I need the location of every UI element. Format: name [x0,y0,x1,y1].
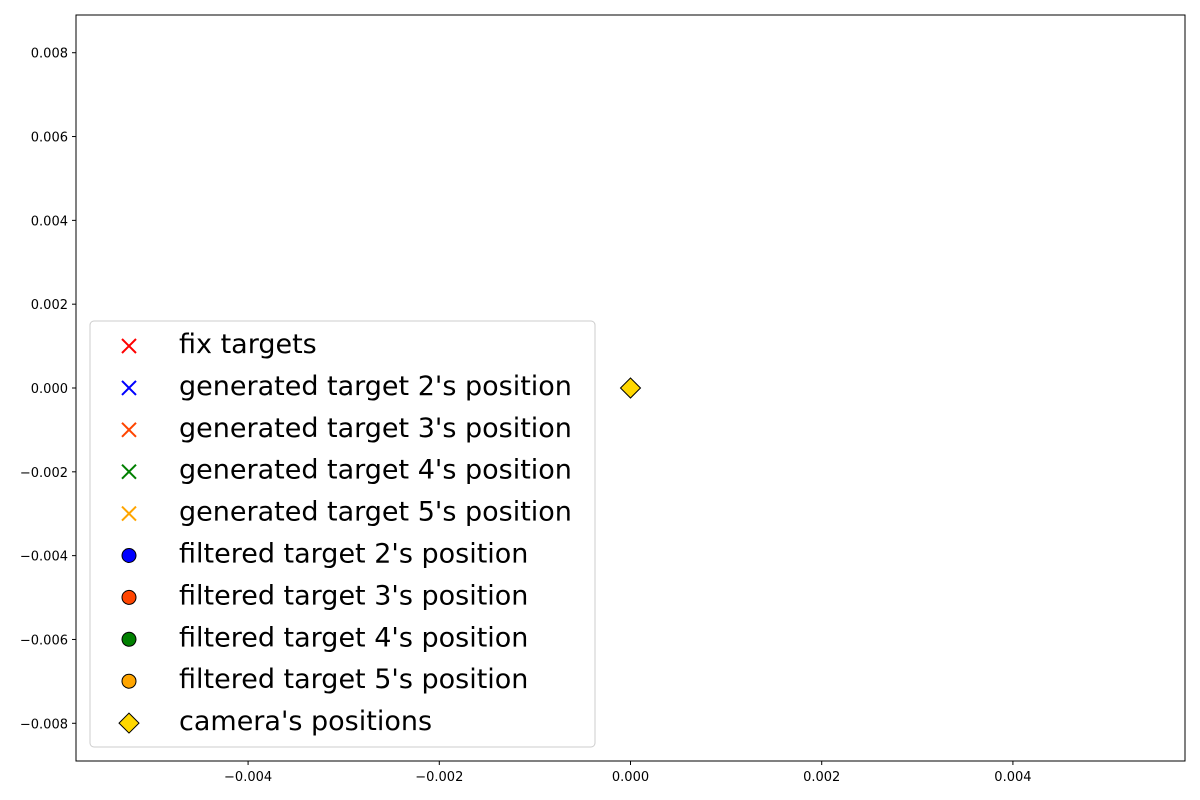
x-axis: −0.004 −0.002 0.000 0.002 0.004 [224,761,1032,785]
legend-marker [121,338,137,354]
y-tick-label: −0.002 [20,466,68,481]
x-tick-label: −0.004 [224,770,272,785]
legend-marker [121,505,137,522]
legend-marker [121,589,137,605]
legend-label: generated target 3's position [179,413,572,444]
legend-box [89,320,596,748]
legend-label: filtered target 4's position [179,622,528,653]
x-tick-label: 0.000 [612,770,649,785]
legend-marker [121,463,137,480]
data-point [619,377,642,399]
y-tick-label: 0.000 [31,382,68,397]
legend-marker [118,712,140,734]
legend: fix targets generated target 2's position… [89,320,596,748]
y-tick-label: 0.004 [31,214,68,229]
y-tick-label: −0.006 [20,633,68,648]
legend-label: generated target 2's position [179,371,572,402]
legend-label: fix targets [179,329,317,360]
legend-marker [121,673,137,689]
y-tick-label: 0.008 [31,47,68,62]
y-tick-label: −0.004 [20,550,68,565]
legend-marker [121,422,137,438]
legend-label: camera's positions [179,706,432,737]
legend-label: generated target 4's position [179,455,572,486]
legend-label: filtered target 3's position [179,580,528,611]
legend-marker [121,631,137,647]
legend-label: filtered target 5's position [179,664,528,695]
y-tick-label: 0.006 [31,131,68,146]
y-axis: 0.008 0.006 0.004 0.002 0.000 −0.002 −0.004 −0.… [20,47,76,732]
legend-marker [121,380,137,396]
legend-label: generated target 5's position [179,497,572,528]
legend-marker [121,548,137,563]
x-tick-label: −0.002 [415,770,463,785]
y-tick-label: 0.002 [31,298,68,313]
data-points [619,377,642,399]
x-tick-label: 0.004 [994,770,1031,785]
y-tick-label: −0.008 [20,717,68,732]
legend-label: filtered target 2's position [179,539,528,570]
x-tick-label: 0.002 [803,770,840,785]
